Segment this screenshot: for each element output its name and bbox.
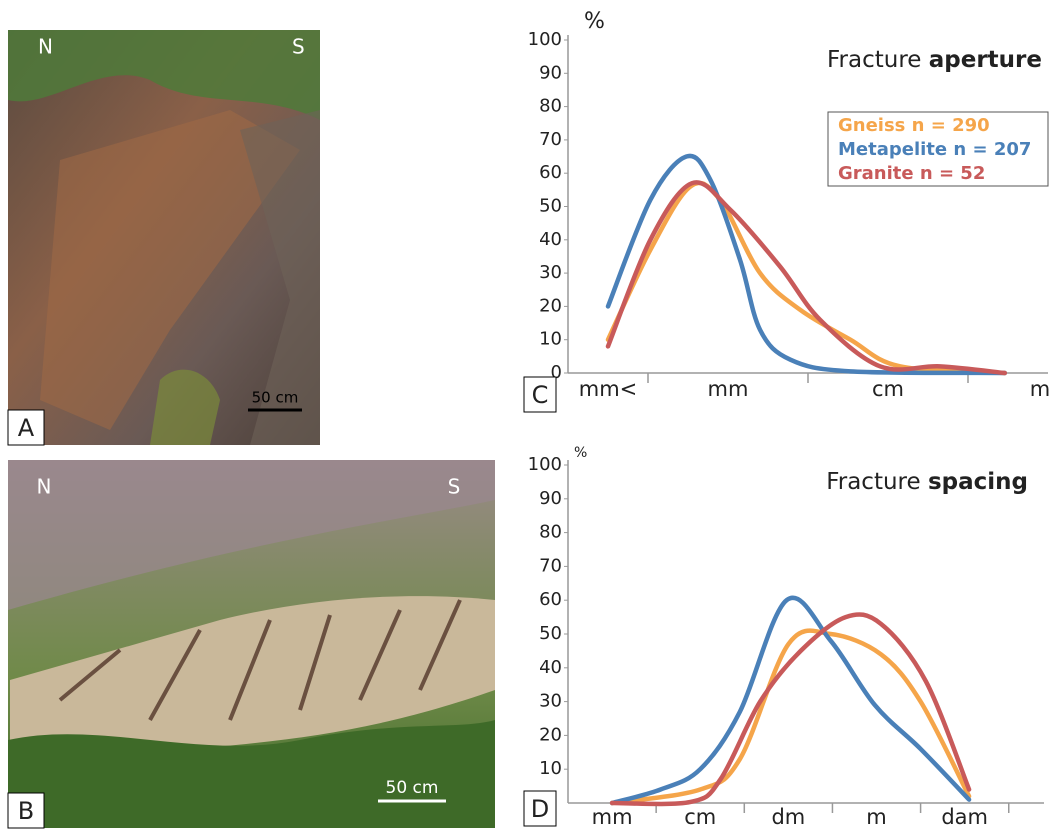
y-tick-label: 90: [539, 488, 562, 509]
y-tick-label: 60: [539, 162, 562, 183]
x-tick-label: cm: [872, 377, 904, 401]
y-tick-label: 0: [551, 362, 562, 383]
title-emphasis: spacing: [928, 469, 1028, 495]
x-tick-label: mm: [592, 805, 633, 829]
south-label: S: [292, 35, 305, 59]
panel-box: [7, 409, 45, 446]
chart: 0 10 20 30 40 50 60 70 80 90 100 mm< mm cm m% Fracture …: [523, 9, 1050, 413]
panel-label: A: [18, 414, 35, 442]
chart-title: Fracture aperture: [827, 47, 1042, 73]
outcrop: [10, 596, 495, 753]
y-tick-label: 90: [539, 62, 562, 83]
south-label: S: [448, 475, 461, 499]
photo-b: 50 cm N S B: [7, 460, 495, 829]
chart-title: Fracture spacing: [826, 469, 1028, 495]
line: [605, 180, 1008, 376]
legend-box: [827, 111, 1049, 187]
grass: [150, 369, 220, 445]
y-tick-label: 60: [539, 589, 562, 610]
title-text: Fracture: [826, 469, 920, 495]
north-label: N: [38, 35, 53, 59]
x-tick-label: cm: [684, 805, 716, 829]
y-tick-label: 100: [528, 29, 562, 50]
line: [609, 595, 972, 806]
x-tick-label: m: [1030, 377, 1050, 401]
legend-entry: Metapelite n = 207: [838, 139, 1031, 160]
title-emphasis: aperture: [929, 47, 1042, 73]
legend-entry: Gneiss n = 290: [838, 115, 990, 136]
y-tick-label: 50: [539, 196, 562, 217]
y-tick-label: 100: [528, 454, 562, 475]
line: [609, 612, 972, 807]
panel-box: [523, 376, 557, 413]
scale-label: 50 cm: [252, 389, 299, 407]
x-tick-label: dam: [941, 805, 988, 829]
rock-slab: [40, 110, 300, 430]
y-tick-label: 30: [539, 262, 562, 283]
fractures: [58, 599, 462, 721]
chart: 10 20 30 40 50 60 70 80 90 100 mm cm dm m dam% Fracture…: [523, 445, 1044, 829]
y-axis-label: %: [574, 445, 587, 461]
y-tick-label: 50: [539, 623, 562, 644]
panel-box: [7, 792, 45, 829]
y-tick-label: 70: [539, 129, 562, 150]
line: [609, 628, 972, 806]
y-tick-label: 10: [539, 329, 562, 350]
y-tick-label: 20: [539, 724, 562, 745]
y-tick-label: 80: [539, 96, 562, 117]
north-label: N: [37, 475, 52, 499]
foreground: [8, 720, 495, 828]
panel-box: [523, 790, 557, 827]
line: [605, 180, 1008, 376]
vegetation: [8, 30, 320, 120]
x-tick-label: dm: [771, 805, 805, 829]
rock-face: [240, 110, 320, 445]
y-tick-label: 10: [539, 758, 562, 779]
line: [605, 153, 1008, 376]
x-tick-label: mm: [708, 377, 749, 401]
y-axis-label: %: [584, 9, 605, 34]
distant-slope: [8, 460, 495, 610]
y-tick-label: 80: [539, 522, 562, 543]
legend-entry: Granite n = 52: [838, 163, 985, 184]
panel-label: D: [531, 795, 549, 823]
panel-label: B: [18, 797, 34, 825]
photo-a: 50 cm N S A: [7, 30, 320, 446]
x-tick-label: m: [866, 805, 886, 829]
title-text: Fracture: [827, 47, 921, 73]
y-tick-label: 40: [539, 657, 562, 678]
y-tick-label: 20: [539, 295, 562, 316]
y-tick-label: 70: [539, 555, 562, 576]
y-tick-label: 40: [539, 229, 562, 250]
x-tick-label: mm<: [579, 377, 638, 401]
y-tick-label: 30: [539, 691, 562, 712]
panel-label: C: [532, 381, 549, 409]
scale-label: 50 cm: [386, 778, 439, 798]
